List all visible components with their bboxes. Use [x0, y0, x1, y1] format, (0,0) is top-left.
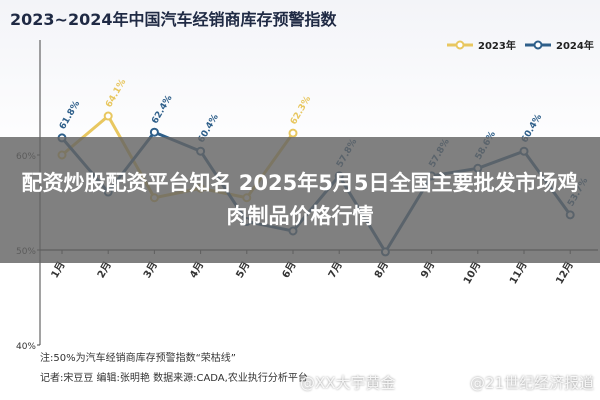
legend-label: 2024年	[556, 39, 594, 52]
y-tick-label: 40%	[16, 342, 36, 352]
legend-marker	[533, 40, 543, 50]
x-tick-label: 10月	[461, 260, 483, 287]
headline-text: 配资炒股配资平台知名 2025年5月5日全国主要批发市场鸡肉制品价格行情	[21, 171, 579, 228]
data-label: 62.3%	[289, 95, 313, 127]
data-label: 64.1%	[104, 78, 128, 110]
legend-label: 2023年	[478, 39, 516, 52]
data-label: 62.4%	[150, 94, 174, 126]
watermark-right: @21世纪经济报道	[470, 374, 595, 392]
chart-title: 2023~2024年中国汽车经销商库存预警指数	[10, 10, 337, 29]
x-tick-label: 11月	[507, 260, 529, 287]
data-label: 61.8%	[58, 99, 82, 131]
data-point	[103, 111, 113, 121]
legend-marker	[455, 40, 465, 50]
x-tick-label: 12月	[553, 260, 575, 287]
footnote-threshold: 注:50%为汽车经销商库存预警指数“荣枯线”	[40, 353, 236, 364]
watermark-left: @XX大宇黄金	[300, 374, 396, 392]
footnote-credits: 记者:宋豆豆 编辑:张明艳 数据来源:CADA,农业执行分析平台	[40, 373, 308, 384]
data-point	[149, 127, 159, 137]
data-point	[288, 128, 298, 138]
headline-overlay: 配资炒股配资平台知名 2025年5月5日全国主要批发市场鸡肉制品价格行情	[0, 137, 600, 263]
